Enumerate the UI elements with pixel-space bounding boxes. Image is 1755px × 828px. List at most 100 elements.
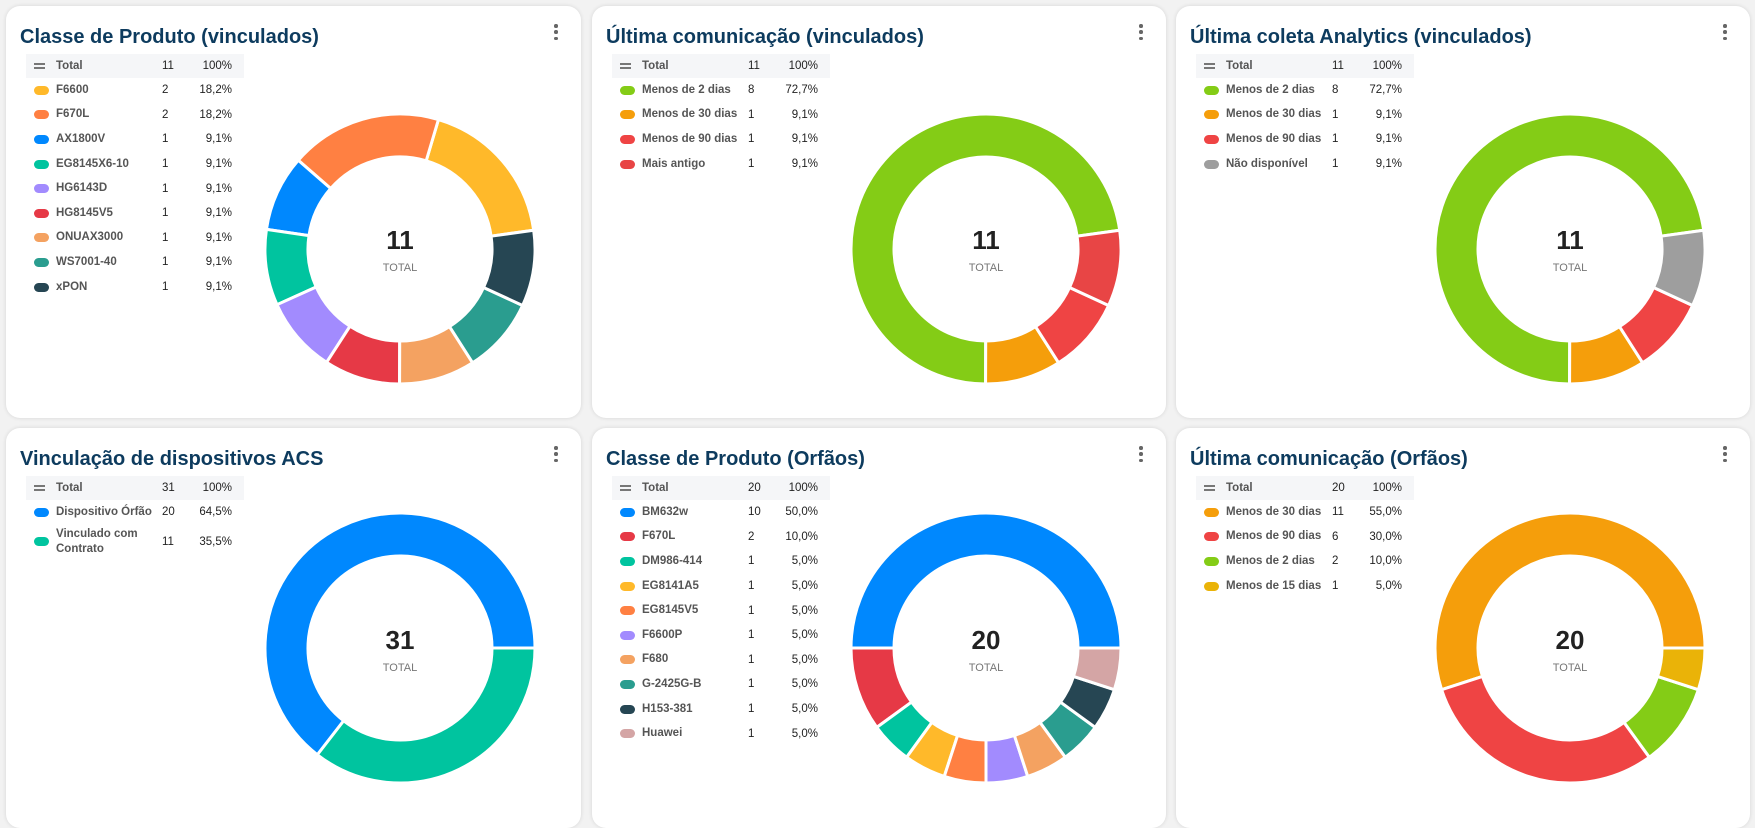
- legend-swatch: [34, 537, 49, 547]
- more-options-icon[interactable]: [1136, 444, 1146, 464]
- donut-slice[interactable]: [1433, 112, 1706, 386]
- donut-center: 20 TOTAL: [1520, 626, 1620, 674]
- legend-item[interactable]: F6600 2 18,2%: [26, 78, 244, 103]
- panel-title: Última comunicação (Orfãos): [1190, 448, 1468, 470]
- donut-slice[interactable]: [1433, 511, 1707, 692]
- legend-label: F680: [642, 653, 669, 666]
- donut-slice[interactable]: [849, 112, 1122, 386]
- legend-item[interactable]: Menos de 90 dias 1 9,1%: [612, 127, 830, 152]
- legend-label: F6600: [56, 83, 89, 96]
- legend-label: Huawei: [642, 727, 683, 740]
- equals-icon: [620, 485, 631, 491]
- legend-swatch: [620, 110, 635, 120]
- legend-label: Dispositivo Órfão: [56, 505, 152, 518]
- legend-label: HG8145V5: [56, 206, 113, 219]
- legend-item[interactable]: HG8145V5 1 9,1%: [26, 201, 244, 226]
- donut-slice[interactable]: [1651, 228, 1707, 308]
- legend-item[interactable]: Menos de 30 dias 11 55,0%: [1196, 500, 1414, 525]
- legend-item[interactable]: AX1800V 1 9,1%: [26, 127, 244, 152]
- legend-label: AX1800V: [56, 132, 106, 145]
- donut-slice[interactable]: [1067, 228, 1123, 308]
- legend-count: 1: [748, 653, 755, 666]
- legend-item[interactable]: EG8141A5 1 5,0%: [612, 574, 830, 599]
- donut-slice[interactable]: [481, 228, 537, 308]
- legend-swatch: [1204, 85, 1219, 95]
- legend-swatch: [34, 159, 49, 169]
- legend-item[interactable]: F670L 2 18,2%: [26, 103, 244, 128]
- legend-label: Menos de 2 dias: [642, 83, 731, 96]
- more-options-icon[interactable]: [1720, 22, 1730, 42]
- legend-table: Total 31 100% Dispositivo Órfão 20 64,5%…: [26, 476, 244, 559]
- legend-label: Menos de 90 dias: [642, 132, 738, 145]
- legend-swatch: [1204, 134, 1219, 144]
- legend-count: 1: [162, 133, 169, 146]
- legend-item[interactable]: Menos de 90 dias 1 9,1%: [1196, 127, 1414, 152]
- more-options-icon[interactable]: [1720, 444, 1730, 464]
- legend-count: 1: [748, 133, 755, 146]
- legend-count: 1: [162, 158, 169, 171]
- more-options-icon[interactable]: [551, 444, 561, 464]
- donut-center: 11 TOTAL: [1520, 226, 1620, 274]
- legend-label: Menos de 2 dias: [1226, 83, 1315, 96]
- donut-slice[interactable]: [1655, 646, 1707, 692]
- legend-item[interactable]: F670L 2 10,0%: [612, 525, 830, 550]
- legend-item[interactable]: Menos de 2 dias 8 72,7%: [1196, 78, 1414, 103]
- more-options-icon[interactable]: [551, 22, 561, 42]
- legend-count: 1: [748, 629, 755, 642]
- donut-slice[interactable]: [315, 646, 537, 785]
- legend-item[interactable]: Dispositivo Órfão 20 64,5%: [26, 500, 244, 525]
- legend-item[interactable]: Menos de 30 dias 1 9,1%: [612, 103, 830, 128]
- legend-item[interactable]: Menos de 2 dias 2 10,0%: [1196, 549, 1414, 574]
- legend-label: Menos de 30 dias: [1226, 505, 1322, 518]
- legend-label: DM986-414: [642, 554, 703, 567]
- legend-pct: 5,0%: [791, 580, 818, 593]
- donut-total-label: TOTAL: [1552, 662, 1588, 674]
- legend-item[interactable]: F6600P 1 5,0%: [612, 623, 830, 648]
- legend-pct: 100%: [202, 482, 232, 494]
- legend-count: 31: [162, 482, 175, 494]
- donut-slice[interactable]: [849, 511, 1123, 650]
- legend-item[interactable]: Menos de 90 dias 6 30,0%: [1196, 525, 1414, 550]
- legend-item[interactable]: H153-381 1 5,0%: [612, 697, 830, 722]
- legend-item[interactable]: xPON 1 9,1%: [26, 275, 244, 300]
- legend-table: Total 20 100% BM632w 10 50,0% F670L 2 10…: [612, 476, 830, 746]
- legend-item[interactable]: Menos de 2 dias 8 72,7%: [612, 78, 830, 103]
- donut-center: 20 TOTAL: [936, 626, 1036, 674]
- legend-label: Não disponível: [1226, 157, 1308, 170]
- donut-slice[interactable]: [1439, 674, 1652, 785]
- legend-item[interactable]: F680 1 5,0%: [612, 648, 830, 673]
- legend-item[interactable]: Não disponível 1 9,1%: [1196, 152, 1414, 177]
- legend-swatch: [620, 655, 635, 665]
- donut-total: 11: [1556, 225, 1584, 255]
- legend-item[interactable]: G-2425G-B 1 5,0%: [612, 672, 830, 697]
- legend-count: 11: [162, 535, 174, 548]
- donut-slice[interactable]: [1071, 646, 1123, 692]
- legend-label: Total: [56, 59, 83, 72]
- legend-item[interactable]: EG8145X6-10 1 9,1%: [26, 152, 244, 177]
- legend-label: G-2425G-B: [642, 677, 702, 690]
- more-options-icon[interactable]: [1136, 22, 1146, 42]
- legend-pct: 9,1%: [205, 231, 232, 244]
- legend-swatch: [34, 257, 49, 267]
- legend-count: 1: [748, 604, 755, 617]
- legend-item[interactable]: DM986-414 1 5,0%: [612, 549, 830, 574]
- legend-item[interactable]: EG8145V5 1 5,0%: [612, 598, 830, 623]
- legend-item[interactable]: Huawei 1 5,0%: [612, 721, 830, 746]
- legend-item[interactable]: HG6143D 1 9,1%: [26, 176, 244, 201]
- legend-count: 20: [162, 506, 175, 519]
- legend-item[interactable]: Mais antigo 1 9,1%: [612, 152, 830, 177]
- donut-slice[interactable]: [263, 511, 537, 757]
- legend-item[interactable]: WS7001-40 1 9,1%: [26, 250, 244, 275]
- donut-slice[interactable]: [424, 117, 536, 238]
- legend-label: Total: [1226, 59, 1253, 72]
- legend-item[interactable]: Menos de 15 dias 1 5,0%: [1196, 574, 1414, 599]
- legend-item[interactable]: Menos de 30 dias 1 9,1%: [1196, 103, 1414, 128]
- legend-pct: 9,1%: [1375, 158, 1402, 171]
- legend-swatch: [34, 233, 49, 243]
- legend-item[interactable]: Vinculado com Contrato 11 35,5%: [26, 525, 244, 559]
- legend-item[interactable]: ONUAX3000 1 9,1%: [26, 226, 244, 251]
- donut-center: 11 TOTAL: [936, 226, 1036, 274]
- legend-label: Total: [1226, 481, 1253, 494]
- legend-count: 1: [748, 727, 755, 740]
- legend-item[interactable]: BM632w 10 50,0%: [612, 500, 830, 525]
